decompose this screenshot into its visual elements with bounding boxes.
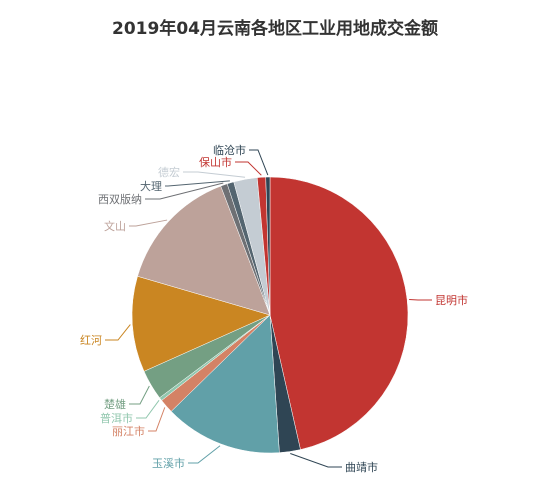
slice-label-6: 红河 <box>80 334 102 347</box>
leader-line-6 <box>105 324 131 341</box>
leader-line-11 <box>235 161 262 176</box>
pie-slice-7[interactable] <box>137 185 271 316</box>
slice-label-11: 保山市 <box>199 155 232 169</box>
leader-line-9 <box>165 180 230 187</box>
slice-label-3: 丽江市 <box>112 424 145 438</box>
slice-label-1: 曲靖市 <box>345 460 378 474</box>
slice-label-4: 普洱市 <box>100 411 133 425</box>
slice-label-5: 楚雄 <box>104 397 126 411</box>
leader-line-3 <box>148 407 166 432</box>
leader-line-2 <box>188 445 221 464</box>
slice-label-8: 西双版纳 <box>98 192 142 206</box>
leader-line-0 <box>409 298 432 301</box>
leader-line-1 <box>290 453 342 468</box>
leader-line-12 <box>249 149 269 176</box>
pie-slice-12[interactable] <box>265 176 271 316</box>
leader-line-5 <box>129 385 150 405</box>
pie-slice-0[interactable] <box>269 176 409 450</box>
slice-label-10: 德宏 <box>158 165 180 179</box>
leader-line-4 <box>136 400 160 419</box>
pie-slice-2[interactable] <box>170 314 280 454</box>
slice-label-9: 大理 <box>140 179 162 193</box>
slice-label-12: 临沧市 <box>213 143 246 157</box>
leader-line-10 <box>183 171 246 178</box>
slice-label-7: 文山 <box>104 219 126 233</box>
pie-slice-6[interactable] <box>131 275 271 372</box>
leader-line-7 <box>129 219 168 227</box>
slice-label-2: 玉溪市 <box>152 456 185 470</box>
slice-label-0: 昆明市 <box>435 293 468 307</box>
leader-line-8 <box>145 182 224 200</box>
chart-title: 2019年04月云南各地区工业用地成交金额 <box>112 19 438 39</box>
